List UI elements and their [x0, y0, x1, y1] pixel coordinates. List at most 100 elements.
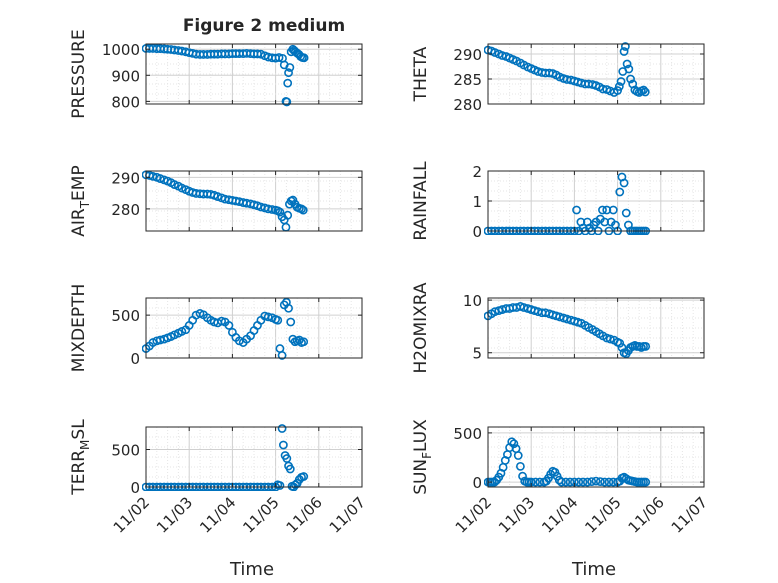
y-tick-label: 10: [463, 292, 482, 310]
x-axis-label-left: Time: [229, 559, 274, 580]
x-tick-label: 11/03: [495, 493, 538, 536]
x-tick-label: 11/07: [326, 493, 369, 536]
x-tick-label: 11/05: [239, 493, 282, 536]
data-point: [578, 477, 588, 487]
data-point: [615, 338, 625, 348]
y-tick-label: 900: [111, 67, 140, 85]
data-point: [285, 464, 295, 474]
x-axis-label-right: Time: [571, 559, 616, 580]
data-point: [614, 82, 624, 91]
axes-box: [145, 43, 363, 105]
data-point: [619, 178, 629, 188]
y-tick-label: 280: [453, 96, 482, 114]
data-point: [619, 47, 629, 56]
subplot-5: 0 500 MIXDEPTH: [69, 284, 363, 373]
y-tick-label: 280: [111, 201, 140, 219]
data-point: [587, 477, 597, 486]
y-axis-label: PRESSURE: [69, 29, 89, 118]
data-point: [507, 437, 517, 447]
data-point: [513, 451, 523, 460]
data-point: [278, 440, 288, 450]
axes-box: [145, 426, 363, 488]
y-axis-label: AIRTEMP: [69, 165, 92, 236]
y-axis-label: MIXDEPTH: [69, 284, 89, 373]
x-tick-label: 11/03: [153, 493, 196, 536]
y-axis-label: THETA: [411, 46, 431, 102]
data-point: [298, 205, 308, 215]
data-point: [641, 342, 651, 351]
subplot-1: 800 900 1000 PRESSURE: [69, 29, 363, 119]
data-point: [518, 471, 527, 481]
y-axis-label: TERRMSL: [69, 419, 92, 496]
data-point: [572, 205, 581, 215]
data-point: [217, 316, 226, 326]
data-point: [299, 337, 309, 347]
data-point: [297, 204, 306, 214]
y-tick-label: 500: [111, 442, 140, 460]
data-point: [600, 477, 610, 487]
y-tick-label: 1000: [102, 41, 140, 59]
data-point: [626, 74, 635, 84]
data-point: [641, 477, 651, 487]
data-point: [595, 477, 605, 486]
x-tick-label: 11/04: [196, 493, 239, 536]
subplot-8: 0 500 11/02 11/03 11/04 11/05 11/06 11/07 SUNFLU…: [411, 419, 711, 537]
data-point: [267, 205, 277, 214]
y-tick-label: 5: [472, 345, 482, 363]
data-point: [490, 48, 500, 57]
x-tick-label: 11/02: [110, 493, 153, 536]
data-point: [277, 424, 287, 433]
data-point: [273, 315, 283, 325]
x-tick-label: 11/04: [538, 493, 581, 536]
data-point: [565, 477, 575, 487]
data-point: [557, 477, 566, 487]
x-tick-label: 11/02: [452, 493, 495, 536]
axes-box: [145, 170, 363, 232]
y-tick-label: 800: [111, 93, 140, 111]
data-point: [613, 86, 622, 95]
data-point: [282, 97, 292, 107]
y-tick-label: 500: [111, 307, 140, 325]
data-point: [620, 42, 630, 51]
data-point: [582, 477, 592, 487]
marker-group: [142, 170, 308, 232]
marker-group: [142, 44, 309, 107]
subplot-3: 280 290 AIRTEMP: [69, 165, 363, 237]
data-point: [624, 64, 634, 74]
subplot-2: 280 285 290 THETA: [411, 42, 705, 114]
data-point: [277, 351, 287, 360]
figure-title: Figure 2 medium: [183, 16, 345, 36]
data-point: [274, 53, 284, 62]
data-point: [509, 439, 519, 449]
data-point: [286, 317, 296, 327]
data-point: [224, 321, 234, 330]
x-tick-label: 11/07: [668, 493, 711, 536]
data-point: [531, 477, 540, 487]
data-point: [622, 59, 632, 69]
data-point: [598, 205, 607, 215]
data-point: [299, 53, 309, 63]
data-point: [275, 481, 285, 490]
data-point: [283, 210, 293, 220]
data-point: [615, 187, 625, 197]
data-point: [639, 85, 648, 95]
data-point: [213, 192, 223, 201]
marker-group: [484, 42, 650, 97]
axes-box: [487, 43, 705, 105]
y-tick-label: 0: [472, 223, 482, 241]
axes-box: [487, 426, 705, 488]
data-point: [284, 68, 293, 78]
y-tick-label: 1: [472, 193, 482, 211]
data-point: [555, 72, 565, 82]
data-point: [621, 208, 631, 218]
subplot-7: 0 500 11/02 11/03 11/04 11/05 11/06 11/07 TERRMS…: [69, 419, 369, 537]
data-point: [155, 174, 165, 183]
data-point: [616, 77, 626, 86]
data-point: [561, 477, 571, 487]
y-tick-label: 290: [111, 169, 140, 187]
y-tick-label: 0: [130, 350, 140, 368]
data-point: [283, 78, 293, 88]
axes-box: [145, 297, 363, 359]
